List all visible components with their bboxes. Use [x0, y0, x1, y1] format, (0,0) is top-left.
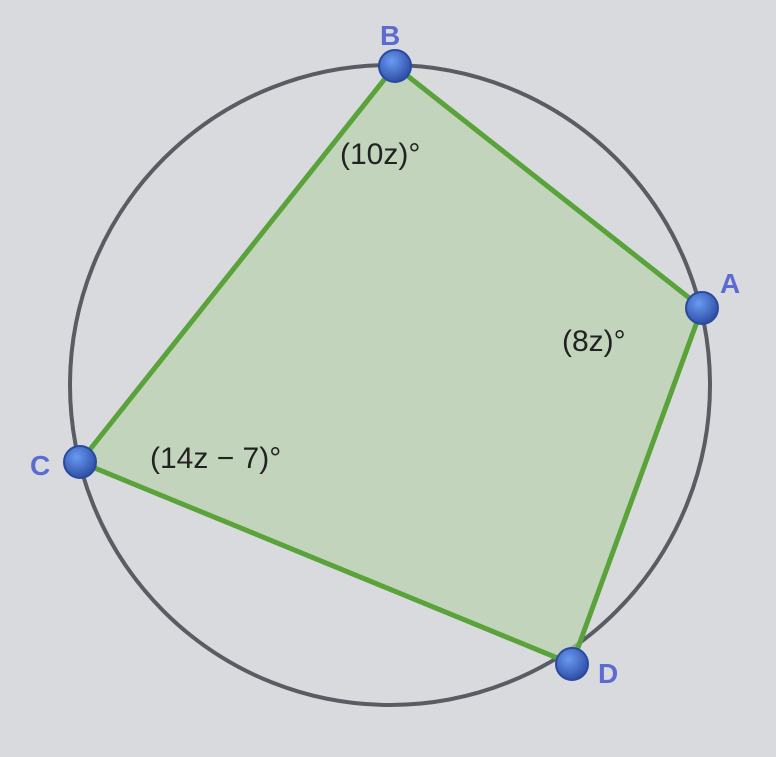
vertex-a — [686, 292, 718, 324]
angle-label-a: (8z)° — [562, 325, 626, 359]
angle-label-c: (14z − 7)° — [150, 442, 281, 476]
vertex-label-c: C — [30, 450, 50, 482]
geometry-canvas — [0, 0, 776, 757]
vertex-label-a: A — [720, 268, 740, 300]
vertex-d — [556, 648, 588, 680]
vertex-b — [379, 50, 411, 82]
vertex-label-d: D — [598, 658, 618, 690]
angle-label-b: (10z)° — [340, 138, 420, 172]
vertex-c — [64, 446, 96, 478]
vertex-label-b: B — [380, 20, 400, 52]
